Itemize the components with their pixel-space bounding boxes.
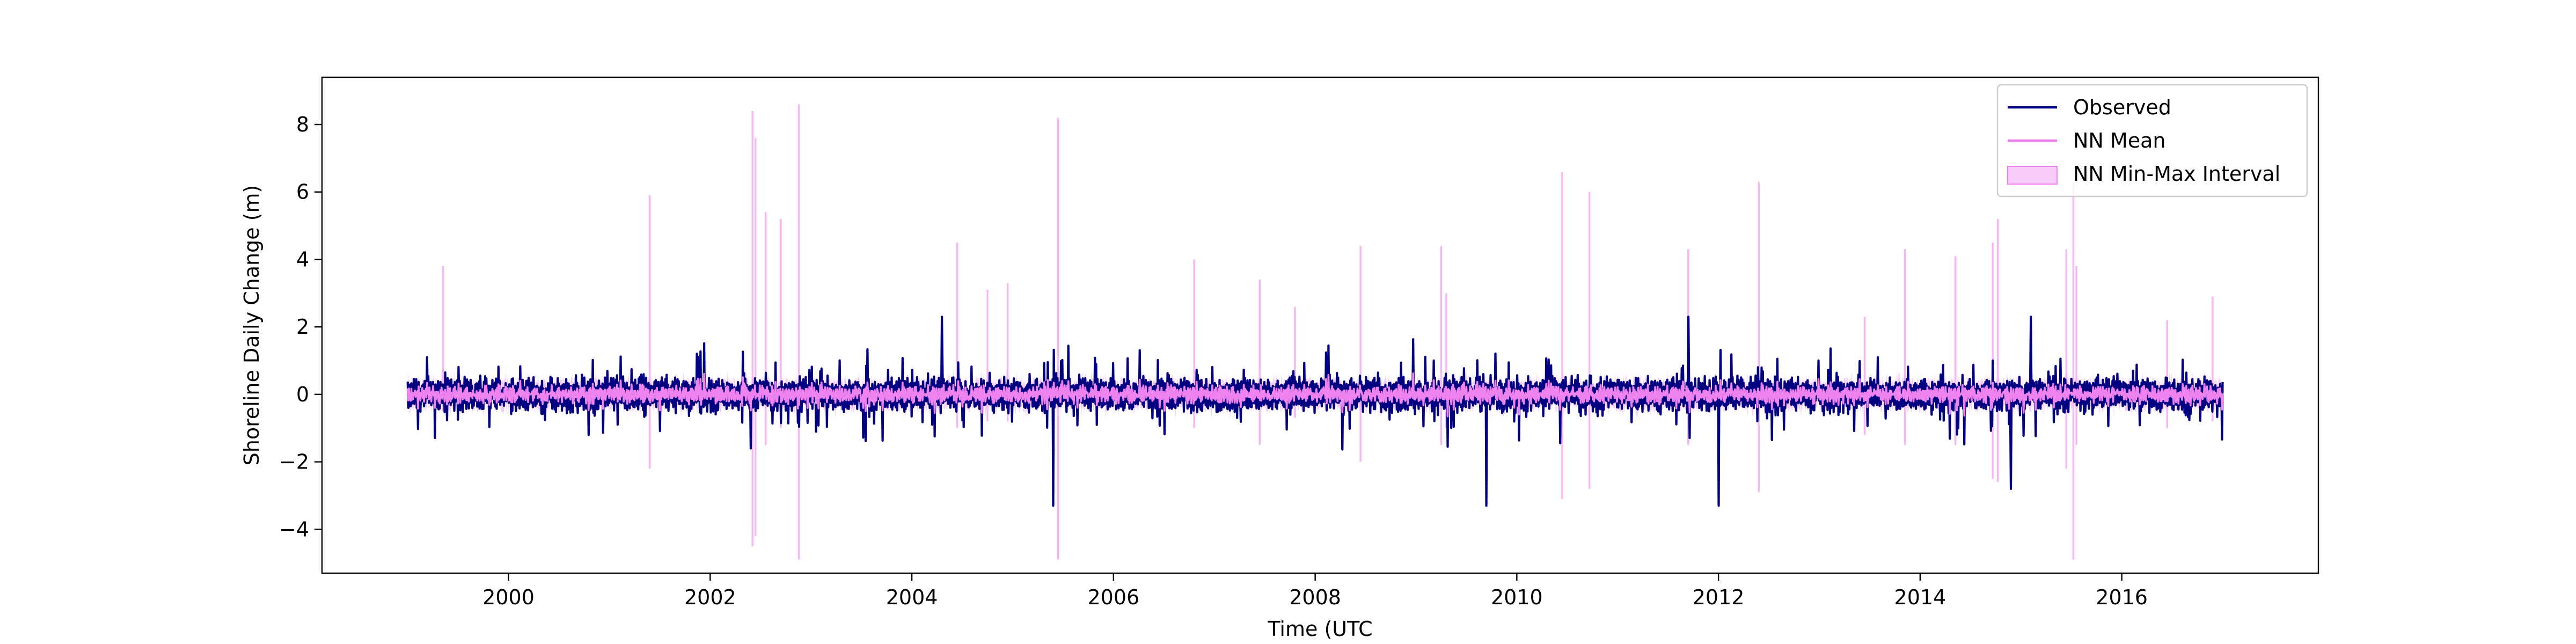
x-axis-ticks: 2000 2002 2004 2006 2008 2010 2012 2014 2016 [482,573,2148,609]
plot-frame [321,76,2319,574]
legend-observed-label: Observed [2073,96,2171,119]
legend-interval-swatch [2007,166,2058,185]
y-tick-label: 0 [296,383,309,406]
series-observed-line [406,316,2224,507]
x-tick-label: 2008 [1289,586,1341,609]
x-tick-label: 2014 [1894,586,1946,609]
legend-interval-label: NN Min-Max Interval [2073,162,2280,186]
x-tick-label: 2006 [1087,586,1139,609]
y-axis-ticks: −4 −2 0 2 4 6 8 [279,113,322,541]
x-tick-label: 2002 [684,586,736,609]
legend-frame [1996,84,2308,197]
x-tick-label: 2004 [886,586,938,609]
x-tick-label: 2000 [482,586,535,609]
y-tick-label: −4 [279,517,309,541]
x-axis-label: Time (UTC [1267,617,1372,641]
y-tick-label: 2 [296,315,309,339]
plot-area [406,104,2224,560]
y-tick-label: 8 [296,113,309,136]
y-tick-label: 6 [296,180,309,204]
x-tick-label: 2016 [2096,586,2148,609]
series-nn-mean-line [406,372,2224,418]
y-axis-label: Shoreline Daily Change (m) [240,185,264,466]
legend: Observed NN Mean NN Min-Max Interval [1996,84,2308,197]
y-tick-label: 4 [296,247,309,271]
x-tick-label: 2010 [1491,586,1543,609]
legend-nn-mean-label: NN Mean [2073,129,2165,152]
x-tick-label: 2012 [1693,586,1745,609]
y-tick-label: −2 [279,450,309,474]
